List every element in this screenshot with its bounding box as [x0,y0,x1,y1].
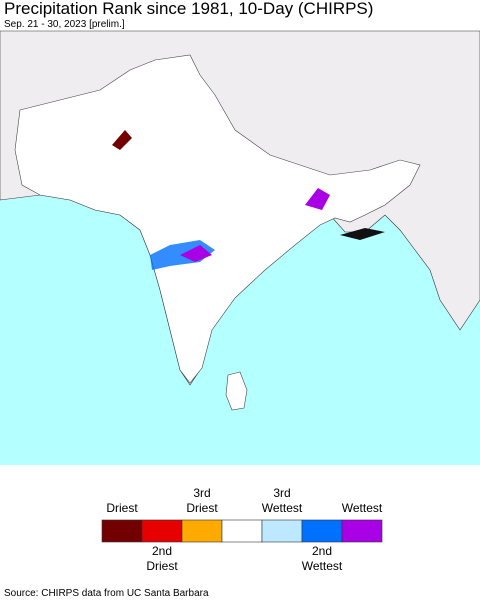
legend-swatch [221,519,263,543]
wettest-area [305,188,330,210]
legend-swatch [341,519,383,543]
legend-swatch [141,519,183,543]
legend-label: 3rd [273,486,290,500]
legend-label: Driest [106,501,138,515]
legend-label: 2nd [152,544,172,558]
south-asia-land [14,54,421,384]
wettest-area [180,245,212,262]
subtitle: Sep. 21 - 30, 2023 [prelim.] [4,19,125,30]
legend-swatch [261,519,303,543]
driest-area [112,130,132,150]
sri-lanka [225,371,248,411]
legend-label: Driest [186,501,218,515]
legend-swatch [301,519,343,543]
legend: Driest2ndDriest3rdDriest3rdWettest2ndWet… [101,486,383,573]
legend-label: 2nd [312,544,332,558]
legend-swatch [101,519,143,543]
title: Precipitation Rank since 1981, 10-Day (C… [4,0,373,18]
legend-label: 3rd [193,486,210,500]
legend-label: Driest [146,559,178,573]
source: Source: CHIRPS data from UC Santa Barbar… [4,588,209,599]
legend-swatch [181,519,223,543]
coast-detail [340,228,385,240]
legend-label: Wettest [262,501,303,515]
map [0,30,480,465]
legend-label: Wettest [302,559,343,573]
legend-label: Wettest [342,501,383,515]
